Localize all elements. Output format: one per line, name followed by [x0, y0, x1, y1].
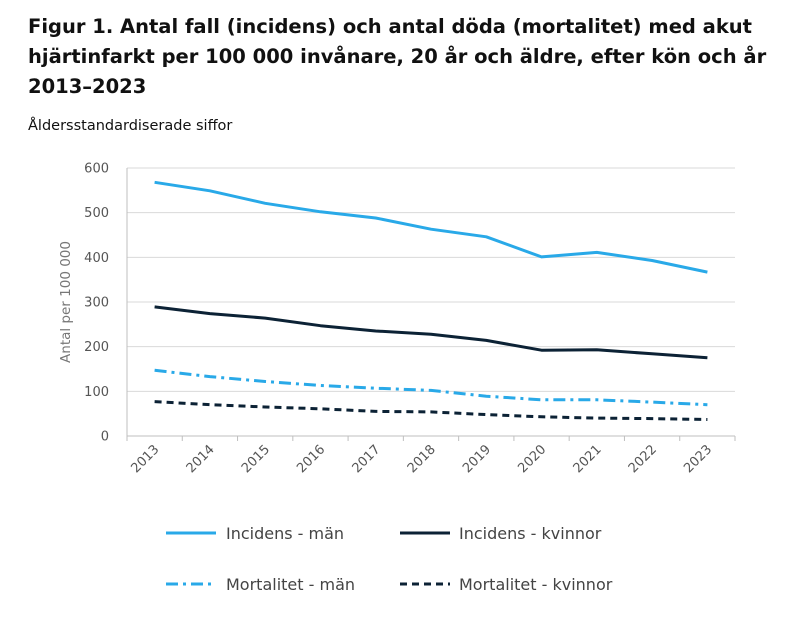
data-point [595, 398, 598, 401]
x-tick-label: 2020 [515, 442, 549, 476]
data-point [153, 369, 156, 372]
data-point [153, 181, 156, 184]
chart-subtitle: Åldersstandardiserade siffor [28, 118, 233, 134]
x-tick-label: 2016 [294, 442, 328, 476]
x-tick-label: 2014 [184, 442, 218, 476]
data-point [485, 413, 488, 416]
y-axis-label: Antal per 100 000 [58, 241, 74, 363]
data-point [540, 255, 543, 258]
data-point [651, 259, 654, 262]
data-point [209, 312, 212, 315]
y-tick-label: 0 [101, 430, 109, 445]
data-point [264, 317, 267, 320]
series-line [154, 305, 708, 360]
data-point [209, 375, 212, 378]
data-point [430, 410, 433, 413]
legend-label: Incidens - män [226, 524, 344, 543]
y-tick-label: 100 [84, 385, 109, 400]
data-point [319, 324, 322, 327]
data-point [706, 418, 709, 421]
data-point [595, 417, 598, 420]
data-point [319, 407, 322, 410]
y-tick-label: 600 [84, 162, 109, 177]
y-tick-label: 400 [84, 251, 109, 266]
y-tick-label: 300 [84, 296, 109, 311]
data-point [706, 271, 709, 274]
data-point [540, 349, 543, 352]
chart-title: Figur 1. Antal fall (incidens) och antal… [28, 15, 767, 98]
series-line [154, 368, 708, 407]
data-point [264, 406, 267, 409]
data-point [430, 333, 433, 336]
x-tick-label: 2023 [681, 442, 715, 476]
data-point [153, 400, 156, 403]
x-tick-label: 2013 [128, 442, 162, 476]
data-point [485, 235, 488, 238]
data-point [651, 401, 654, 404]
data-point [595, 348, 598, 351]
x-tick-label: 2017 [350, 442, 384, 476]
series-line [154, 400, 708, 421]
data-point [485, 339, 488, 342]
x-tick-label: 2019 [460, 442, 494, 476]
data-point [209, 403, 212, 406]
y-tick-label: 500 [84, 206, 109, 221]
x-tick-label: 2021 [571, 442, 605, 476]
x-tick-label: 2015 [239, 442, 273, 476]
legend-label: Mortalitet - kvinnor [459, 575, 613, 594]
legend-label: Mortalitet - män [226, 575, 355, 594]
data-point [595, 251, 598, 254]
data-point [319, 210, 322, 213]
data-point [540, 415, 543, 418]
series-line [154, 180, 708, 274]
data-point [651, 352, 654, 355]
data-point [374, 217, 377, 220]
data-point [706, 403, 709, 406]
data-point [264, 202, 267, 205]
data-point [209, 189, 212, 192]
data-point [374, 330, 377, 333]
x-tick-label: 2022 [626, 442, 660, 476]
data-point [374, 410, 377, 413]
data-point [540, 398, 543, 401]
data-point [430, 228, 433, 231]
data-point [319, 384, 322, 387]
data-point [706, 356, 709, 359]
y-tick-label: 200 [84, 340, 109, 355]
data-point [264, 380, 267, 383]
data-point [153, 306, 156, 309]
data-point [485, 395, 488, 398]
legend-label: Incidens - kvinnor [459, 524, 602, 543]
data-point [374, 387, 377, 390]
x-tick-label: 2018 [405, 442, 439, 476]
data-point [430, 389, 433, 392]
data-point [651, 417, 654, 420]
